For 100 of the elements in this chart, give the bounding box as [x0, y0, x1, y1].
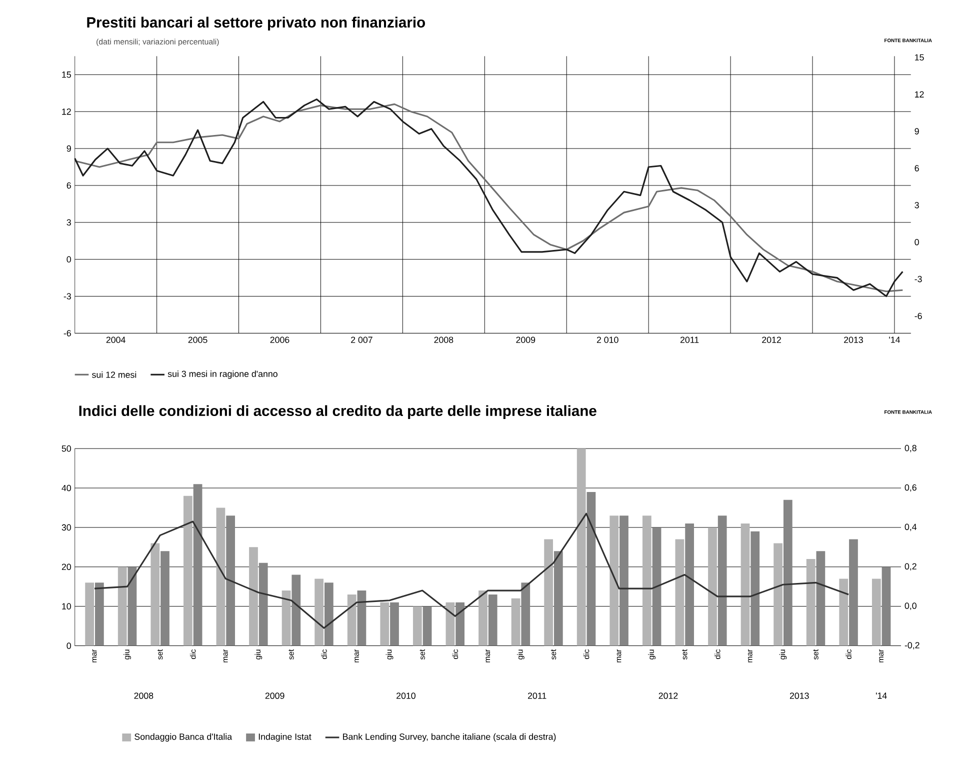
text: 2012: [658, 692, 678, 699]
y-tick-label: 12: [62, 108, 71, 115]
y-tick-label: 15: [62, 72, 71, 78]
text: 2010: [396, 692, 416, 699]
bar: [357, 590, 366, 646]
bar: [292, 574, 301, 646]
bar: [511, 598, 520, 646]
y2-tick-label: 0,0: [904, 602, 916, 610]
bar: [774, 543, 782, 646]
bar: [128, 566, 137, 646]
y2-tick-label: 0,4: [904, 524, 917, 532]
bar: [849, 539, 858, 646]
text: 2008: [134, 692, 154, 699]
chart-title: Prestiti bancari al settore privato non finanziario: [87, 16, 425, 31]
bar: [642, 516, 652, 646]
y-tick-label: 6: [66, 182, 71, 189]
y-tick-label: 9: [66, 145, 71, 152]
bar: [882, 566, 891, 646]
bar: [150, 543, 160, 646]
y2-tick-label: -3: [914, 276, 922, 282]
x-tick-label: 2004: [106, 336, 126, 344]
text: 2011: [528, 692, 546, 699]
legend-label: sui 12 mesi: [92, 371, 136, 378]
y-tick-label: 20: [62, 564, 71, 570]
y-tick-label: 0: [66, 256, 72, 263]
y2-tick-label: 0,8: [904, 444, 916, 452]
bar: [554, 551, 563, 646]
bar: [750, 531, 760, 646]
bar: [610, 516, 619, 646]
bar: [718, 516, 727, 646]
bar: [586, 492, 596, 646]
y2-tick-label: 3: [914, 202, 919, 208]
bar: [446, 602, 455, 646]
y2-tick-label: 0,2: [904, 563, 916, 571]
y2-tick-label: 6: [914, 165, 919, 172]
chart-title: Indici delle condizioni di accesso al credito da parte delle imprese italiane: [79, 405, 596, 419]
bar: [685, 524, 694, 646]
bar: [652, 527, 662, 646]
bar: [488, 594, 498, 646]
y-tick-label: 30: [62, 524, 71, 531]
x-tick-label: 2006: [270, 336, 290, 344]
bar: [258, 562, 268, 646]
bar: [740, 524, 750, 646]
bar: [347, 594, 356, 646]
bar: [708, 527, 717, 646]
x-tick-label: 2008: [434, 336, 454, 344]
y-tick-label: 50: [62, 445, 71, 452]
bar: [544, 539, 553, 646]
x-tick-label: 2 010: [596, 336, 618, 344]
y2-tick-label: -6: [914, 312, 922, 320]
bar: [675, 539, 684, 646]
y-tick-label: 10: [62, 603, 71, 610]
bar: [456, 602, 464, 646]
bar: [576, 448, 586, 646]
y2-tick-label: 9: [914, 128, 919, 134]
bar: [118, 566, 127, 646]
x-tick-label: 2005: [188, 336, 208, 344]
bar: [160, 551, 170, 646]
x-tick-label: 2013: [844, 336, 863, 344]
text: 2013: [790, 692, 809, 699]
x-tick-label: 2011: [680, 336, 699, 344]
bar: [806, 559, 816, 646]
y-tick-label: -3: [64, 293, 71, 300]
bar: [412, 606, 422, 646]
y2-tick-label: -0,2: [904, 642, 920, 650]
legend-label: sui 3 mesi in ragione d'anno: [168, 370, 278, 379]
bar: [324, 582, 334, 646]
bar: [422, 606, 432, 646]
bar: [85, 582, 94, 646]
bar: [282, 590, 291, 646]
bar: [94, 582, 104, 646]
legend-label: Sondaggio Banca d'Italia: [134, 733, 232, 742]
bar: [226, 516, 236, 646]
text: '14: [876, 692, 887, 699]
y2-tick-label: 0,6: [904, 484, 916, 492]
x-tick-label: 2 007: [351, 336, 372, 344]
bar: [872, 578, 881, 646]
bar: [839, 578, 848, 646]
bar: [478, 590, 488, 646]
bar: [521, 582, 530, 646]
x-tick-label: 2012: [762, 336, 781, 344]
y-tick-label: 3: [66, 219, 71, 226]
bar: [390, 602, 399, 646]
y-tick-label: 40: [62, 484, 71, 492]
y-tick-label: -6: [64, 330, 71, 336]
x-tick-label: 2009: [516, 336, 536, 344]
y2-tick-label: 0: [914, 238, 919, 246]
bar: [216, 508, 226, 646]
bar: [249, 547, 258, 646]
y-tick-label: 0: [66, 642, 72, 649]
legend-label: Indagine Istat: [258, 733, 312, 742]
bar: [193, 484, 202, 646]
text: 2009: [265, 692, 284, 699]
legend-label: Bank Lending Survey, banche italiane (scala di destra): [343, 733, 556, 742]
bar: [183, 496, 192, 646]
y2-tick-label: 15: [915, 54, 924, 61]
bar: [620, 516, 628, 646]
bar: [816, 551, 826, 646]
bar: [314, 578, 324, 646]
bar: [380, 602, 390, 646]
